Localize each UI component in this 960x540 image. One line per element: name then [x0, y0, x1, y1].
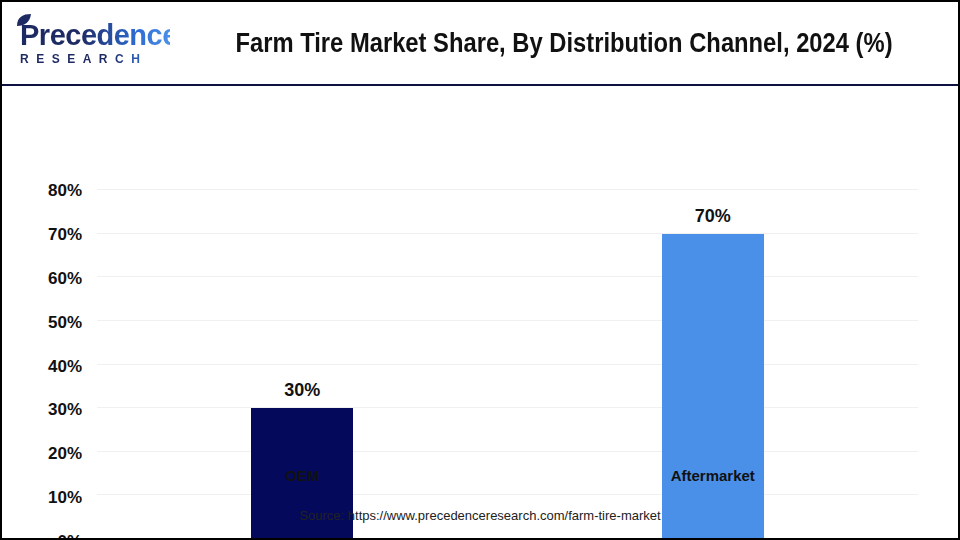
y-axis-tick-label: 80%	[48, 182, 82, 199]
category-row: OEMAftermarket	[97, 467, 918, 484]
logo-wordmark: Precedence	[20, 20, 170, 50]
bar-group-oem: 30%	[97, 190, 508, 539]
brand-logo: Precedence RESEARCH	[20, 20, 170, 65]
chart-area: 0% 10% 20% 30% 40% 50% 60% 70% 80% 30% 70% OEMAft…	[2, 86, 958, 538]
bar-aftermarket	[662, 234, 764, 539]
chart-title: Farm Tire Market Share, By Distribution …	[217, 28, 910, 59]
chart-image-frame: Precedence RESEARCH Farm Tire Market Sha…	[0, 0, 960, 540]
y-axis-tick-label: 30%	[48, 401, 82, 418]
y-axis-tick-label: 10%	[48, 489, 82, 506]
y-axis-tick-label: 60%	[48, 269, 82, 286]
bar-group-aftermarket: 70%	[508, 190, 919, 539]
y-axis-tick-label: 40%	[48, 357, 82, 374]
leaf-icon	[16, 13, 32, 31]
y-axis-tick-label: 0%	[57, 533, 82, 540]
header: Precedence RESEARCH Farm Tire Market Sha…	[2, 2, 958, 86]
bars-row: 30% 70%	[97, 190, 918, 539]
source-text: Source: https://www.precedenceresearch.c…	[2, 508, 958, 523]
y-axis-tick-label: 70%	[48, 225, 82, 242]
x-axis-category-label: Aftermarket	[508, 467, 919, 484]
bar-value-label: 70%	[695, 206, 731, 227]
x-axis-category-label: OEM	[97, 467, 508, 484]
logo-subtitle: RESEARCH	[20, 52, 170, 66]
plot-area: 30% 70%	[97, 190, 918, 540]
y-axis-tick-label: 20%	[48, 445, 82, 462]
bar-value-label: 30%	[284, 380, 320, 401]
y-axis-labels: 0%10%20%30%40%50%60%70%80%	[2, 190, 82, 540]
y-axis-tick-label: 50%	[48, 313, 82, 330]
